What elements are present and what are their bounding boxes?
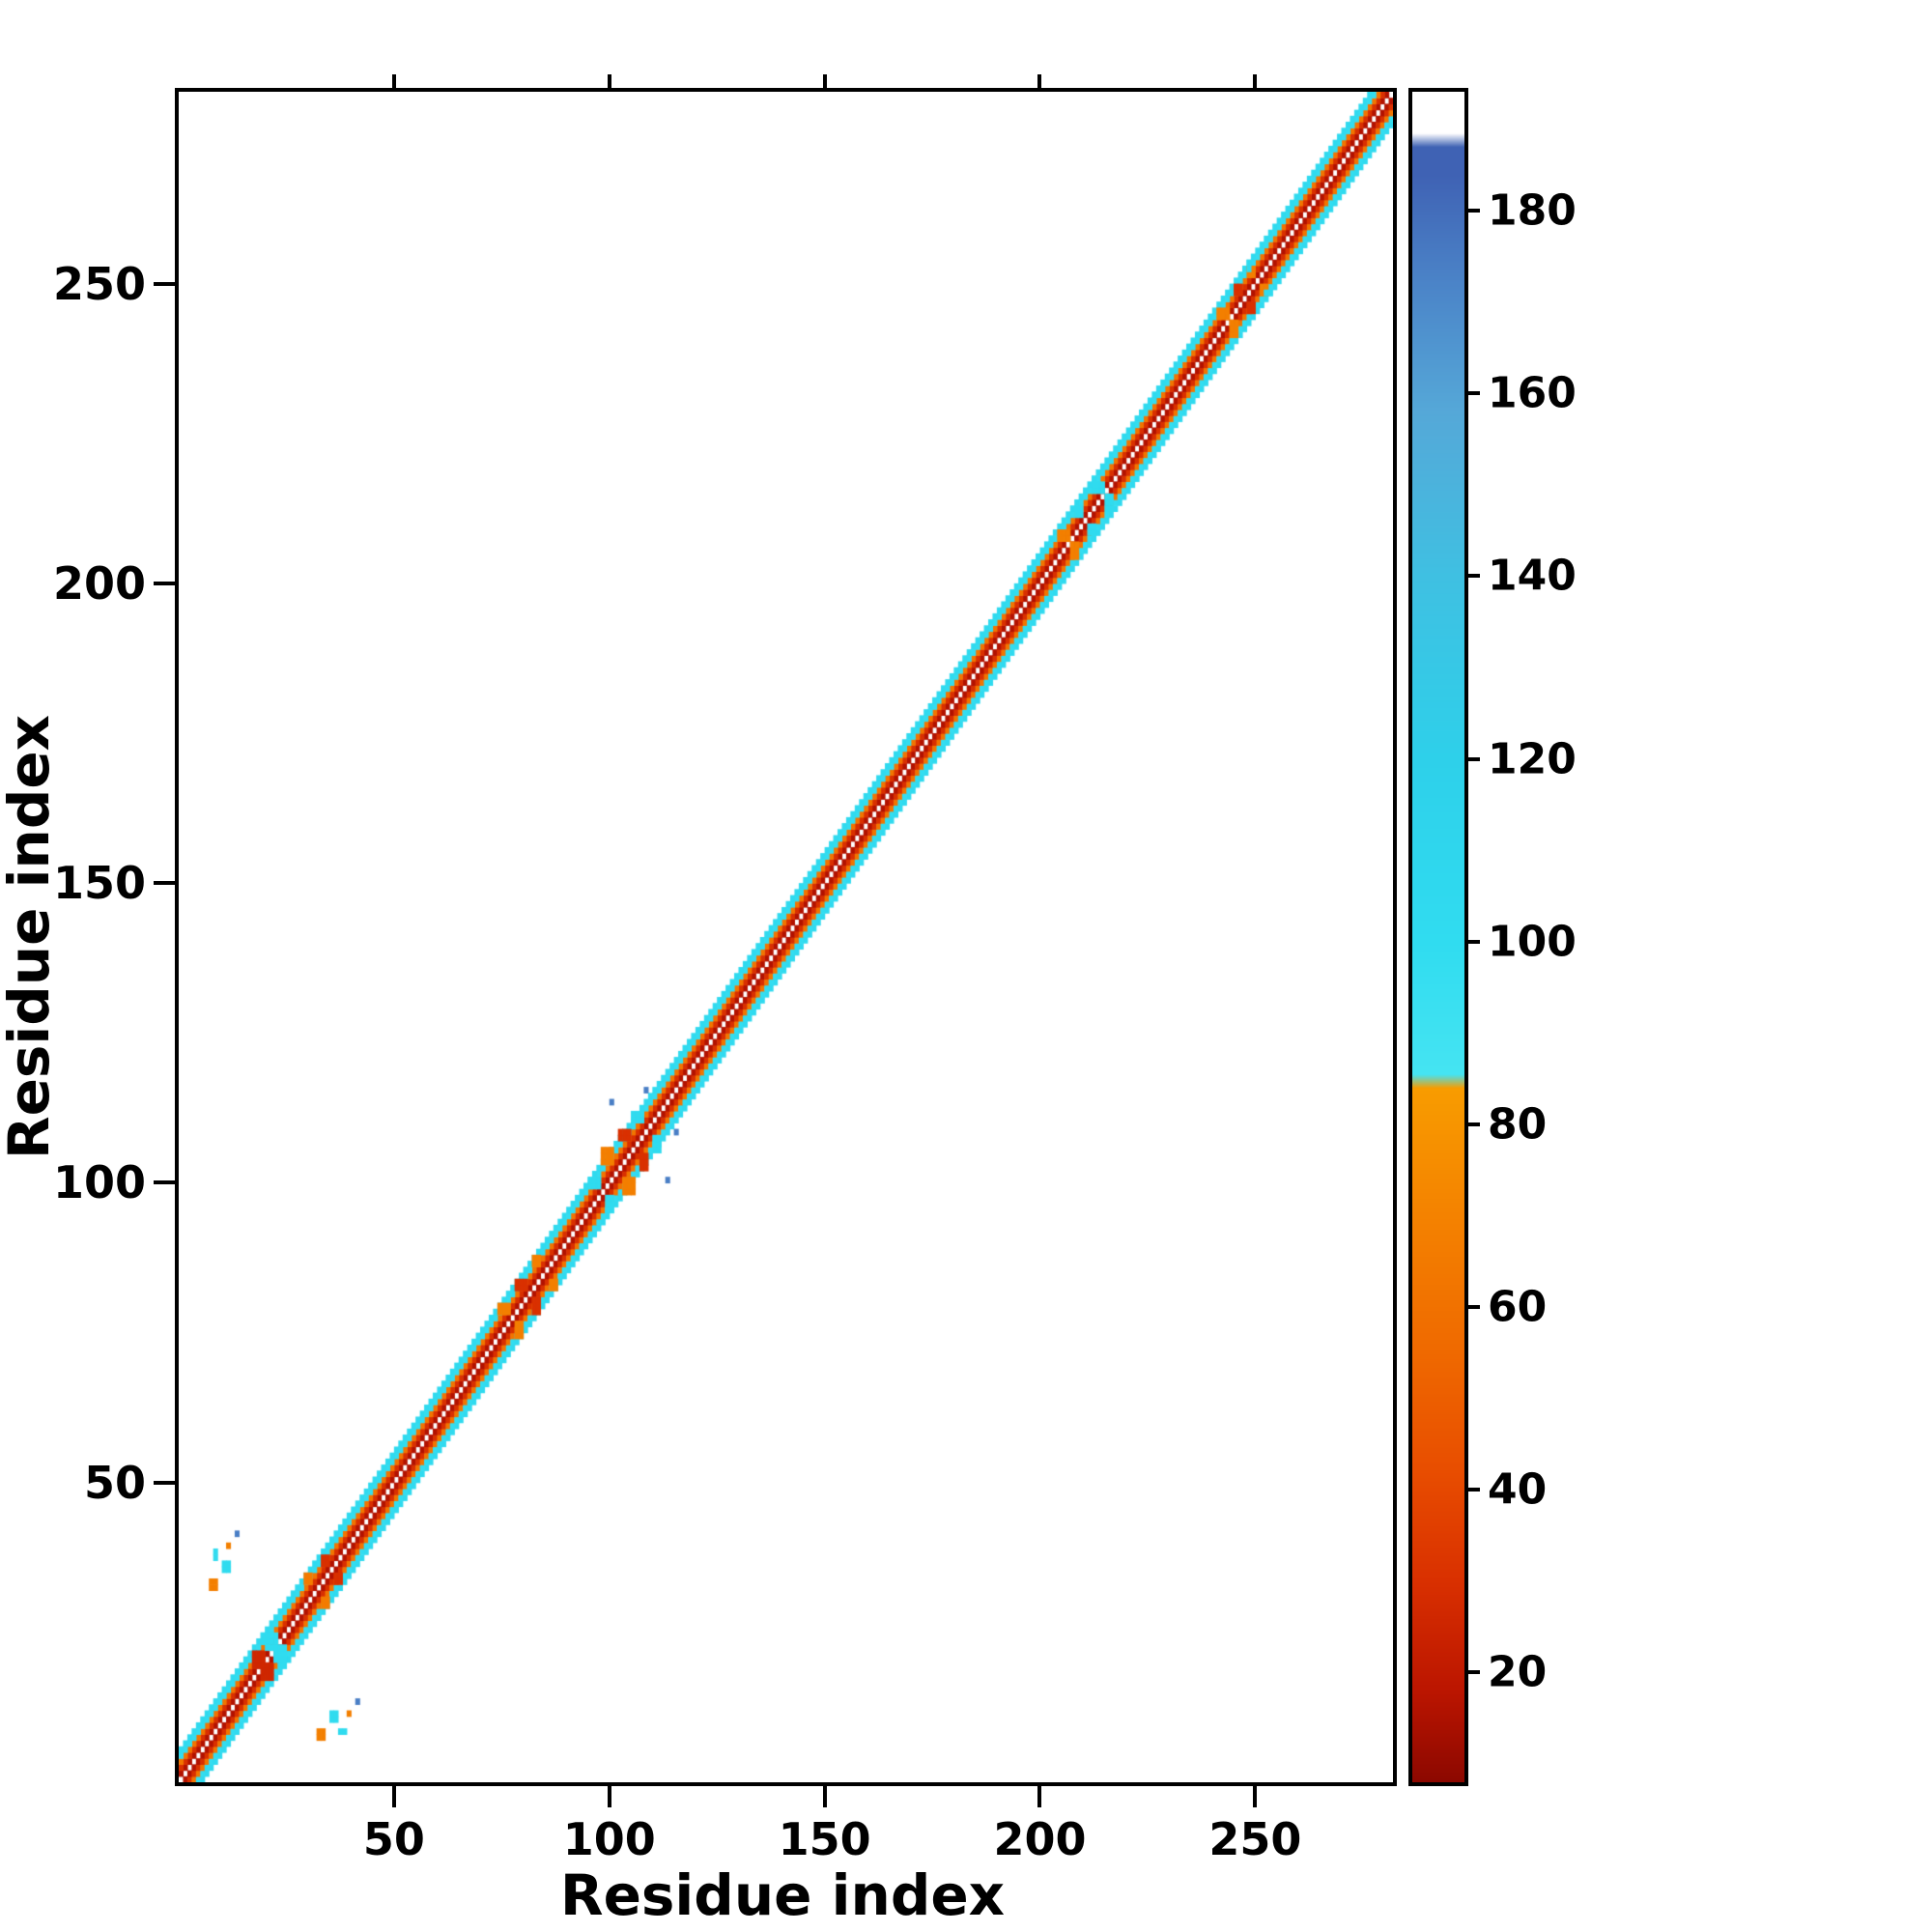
x-tick-mark bbox=[607, 1786, 611, 1807]
y-tick-label: 50 bbox=[83, 1456, 146, 1509]
y-tick-mark bbox=[154, 581, 175, 585]
contact-map-canvas bbox=[179, 92, 1393, 1782]
x-tick-label: 150 bbox=[778, 1813, 871, 1865]
colorbar-tick-mark bbox=[1464, 756, 1480, 761]
colorbar-gradient-canvas bbox=[1412, 92, 1464, 1782]
y-tick-label: 200 bbox=[52, 556, 146, 610]
x-tick-mark-top bbox=[391, 74, 396, 88]
colorbar-tick-label: 40 bbox=[1488, 1464, 1548, 1515]
colorbar-tick-label: 120 bbox=[1488, 734, 1577, 784]
plot-area bbox=[175, 88, 1397, 1786]
colorbar-tick-label: 180 bbox=[1488, 185, 1577, 236]
colorbar-tick-mark bbox=[1464, 1488, 1480, 1492]
x-tick-mark bbox=[822, 1786, 827, 1807]
colorbar-tick-mark bbox=[1464, 1122, 1480, 1126]
colorbar-tick-label: 60 bbox=[1488, 1282, 1548, 1332]
colorbar-tick-label: 20 bbox=[1488, 1647, 1548, 1697]
x-axis-title: Residue index bbox=[559, 1862, 1006, 1928]
x-tick-mark-top bbox=[607, 74, 611, 88]
colorbar-tick-label: 100 bbox=[1488, 917, 1577, 967]
y-axis-title: Residue index bbox=[0, 714, 62, 1160]
colorbar-tick-mark bbox=[1464, 1305, 1480, 1310]
colorbar-tick-mark bbox=[1464, 208, 1480, 213]
x-tick-mark bbox=[1253, 1786, 1258, 1807]
colorbar-tick-label: 80 bbox=[1488, 1099, 1548, 1150]
y-tick-mark bbox=[154, 881, 175, 886]
colorbar-tick-mark bbox=[1464, 1670, 1480, 1675]
y-tick-label: 150 bbox=[52, 857, 146, 910]
colorbar-tick-mark bbox=[1464, 574, 1480, 579]
x-tick-mark-top bbox=[1037, 74, 1042, 88]
colorbar bbox=[1408, 88, 1468, 1786]
colorbar-tick-label: 140 bbox=[1488, 551, 1577, 601]
y-tick-label: 250 bbox=[52, 257, 146, 310]
x-tick-label: 100 bbox=[562, 1813, 656, 1865]
x-tick-label: 250 bbox=[1208, 1813, 1302, 1865]
y-tick-mark bbox=[154, 1480, 175, 1485]
x-tick-mark bbox=[1037, 1786, 1042, 1807]
x-tick-mark bbox=[391, 1786, 396, 1807]
x-tick-mark-top bbox=[1253, 74, 1258, 88]
x-tick-mark-top bbox=[822, 74, 827, 88]
x-tick-label: 50 bbox=[362, 1813, 425, 1865]
y-tick-mark bbox=[154, 281, 175, 286]
x-tick-label: 200 bbox=[993, 1813, 1087, 1865]
colorbar-tick-mark bbox=[1464, 391, 1480, 396]
y-tick-label: 100 bbox=[52, 1156, 146, 1209]
colorbar-tick-label: 160 bbox=[1488, 368, 1577, 418]
y-tick-mark bbox=[154, 1180, 175, 1185]
colorbar-tick-mark bbox=[1464, 939, 1480, 944]
